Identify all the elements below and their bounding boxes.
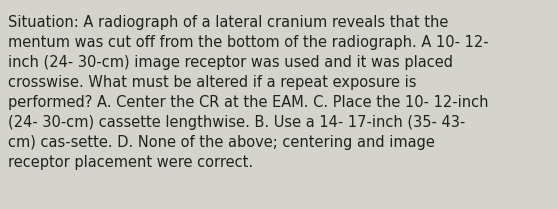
Text: Situation: A radiograph of a lateral cranium reveals that the
mentum was cut off: Situation: A radiograph of a lateral cra… [8, 15, 489, 170]
